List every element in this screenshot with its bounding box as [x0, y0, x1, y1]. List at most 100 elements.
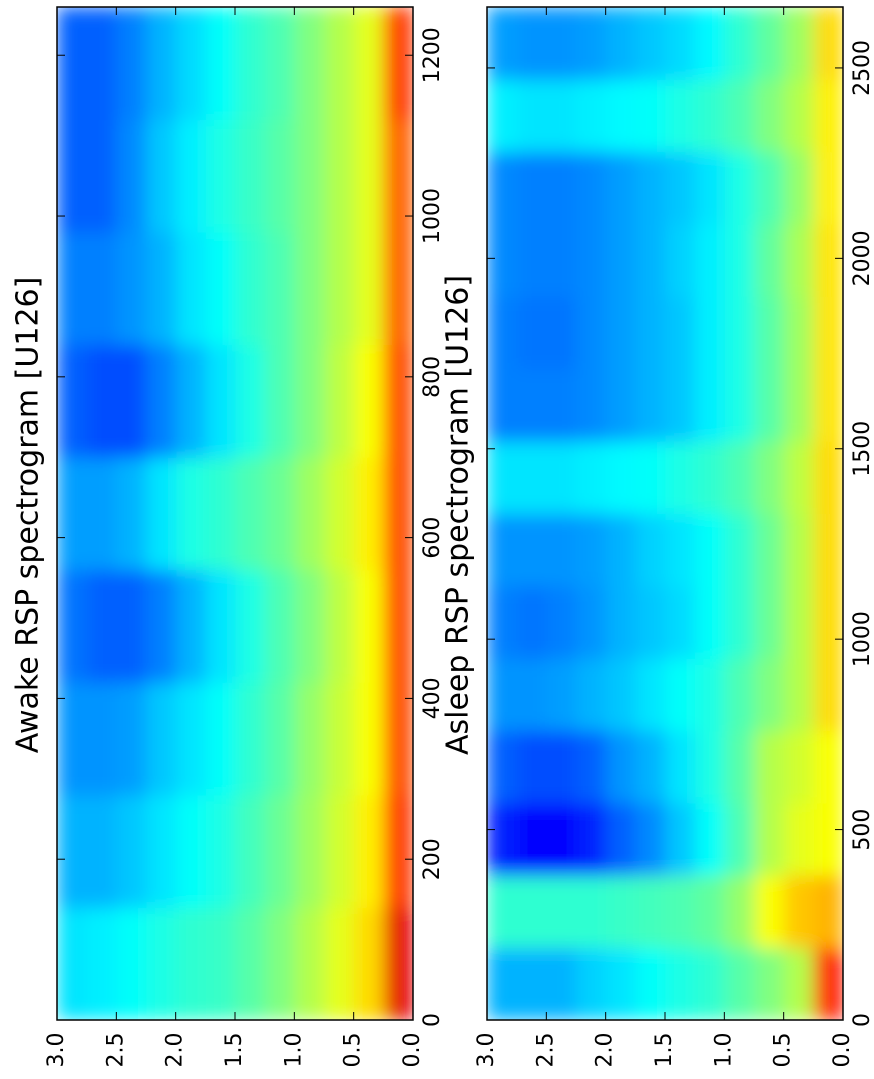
heatmap-cell — [57, 231, 88, 346]
heatmap-cell — [293, 344, 325, 458]
heatmap-cell — [812, 657, 843, 732]
heatmap-cell — [57, 906, 88, 1020]
heatmap-cell — [115, 456, 147, 571]
heatmap-cell — [664, 513, 696, 587]
heatmap-cell — [516, 730, 547, 804]
heatmap-cell — [353, 681, 384, 796]
heatmap-cell — [264, 231, 295, 346]
chart-title: Asleep RSP spectrogram [U126] — [441, 275, 476, 755]
heatmap-cell — [545, 440, 577, 514]
heatmap-cell — [545, 874, 577, 949]
heatmap-cell — [145, 231, 177, 346]
heatmap-cell — [812, 440, 843, 514]
plot-area — [487, 7, 843, 1020]
heatmap-cell — [694, 223, 725, 297]
heatmap-cell — [664, 7, 696, 80]
heatmap-cell — [86, 906, 117, 1020]
heatmap-cell — [115, 119, 147, 233]
heatmap-cell — [723, 585, 755, 659]
heatmap-cell — [812, 7, 843, 80]
heatmap-cell — [264, 569, 295, 683]
y-tick-label: 2.5 — [533, 1033, 558, 1068]
heatmap-cell — [605, 7, 636, 80]
heatmap-cell — [293, 794, 325, 908]
heatmap-cell — [664, 657, 696, 732]
heatmap-cell — [57, 794, 88, 908]
x-tick-label: 500 — [850, 809, 874, 851]
heatmap-cell — [783, 657, 814, 732]
heatmap-cell — [753, 440, 785, 514]
heatmap-cell — [723, 223, 755, 297]
y-tick-label: 3.0 — [44, 1033, 69, 1068]
heatmap-cell — [293, 7, 325, 121]
heatmap-cell — [605, 151, 636, 225]
heatmap-cell — [812, 368, 843, 442]
x-tick-label: 1500 — [850, 421, 874, 477]
heatmap-cell — [487, 151, 518, 225]
heatmap-cell — [783, 440, 814, 514]
heatmap-cell — [545, 295, 577, 370]
heatmap-cell — [353, 119, 384, 233]
heatmap-cell — [516, 585, 547, 659]
heatmap-cell — [86, 569, 117, 683]
y-tick-label: 0.5 — [771, 1033, 796, 1068]
heatmap-cell — [634, 730, 666, 804]
heatmap-cell — [783, 947, 814, 1020]
heatmap-cell — [86, 794, 117, 908]
heatmap-cell — [812, 802, 843, 876]
heatmap-cell — [487, 223, 518, 297]
heatmap-cell — [382, 906, 413, 1020]
plot-area — [57, 7, 413, 1020]
heatmap-cell — [575, 585, 607, 659]
heatmap-cell — [516, 78, 547, 153]
heatmap-cell — [753, 657, 785, 732]
heatmap-cell — [545, 513, 577, 587]
heatmap-cell — [723, 874, 755, 949]
heatmap-cell — [145, 681, 177, 796]
heatmap-cell — [487, 730, 518, 804]
heatmap-cell — [753, 874, 785, 949]
heatmap-cell — [605, 585, 636, 659]
heatmap-cell — [382, 231, 413, 346]
heatmap-cell — [204, 344, 236, 458]
heatmap-cell — [86, 119, 117, 233]
heatmap-cell — [115, 906, 147, 1020]
heatmap-cell — [516, 947, 547, 1020]
heatmap-cell — [545, 7, 577, 80]
heatmap-cell — [575, 440, 607, 514]
heatmap-cell — [694, 78, 725, 153]
heatmap-cell — [264, 456, 295, 571]
heatmap-cell — [145, 119, 177, 233]
heatmap-cell — [175, 794, 206, 908]
x-tick-label: 200 — [420, 838, 445, 880]
heatmap-cell — [175, 7, 206, 121]
y-tick-label: 2.0 — [163, 1033, 188, 1068]
heatmap-cell — [664, 151, 696, 225]
heatmap-cell — [783, 874, 814, 949]
heatmap-cell — [634, 585, 666, 659]
heatmap-cell — [487, 585, 518, 659]
heatmap-cell — [664, 802, 696, 876]
heatmap-cell — [487, 440, 518, 514]
heatmap-cell — [234, 569, 266, 683]
heatmap-cell — [545, 585, 577, 659]
x-tick-label: 400 — [420, 677, 445, 719]
heatmap-cell — [634, 295, 666, 370]
heatmap-cell — [753, 585, 785, 659]
heatmap-cell — [353, 906, 384, 1020]
heatmap-cell — [57, 569, 88, 683]
heatmap-cell — [382, 7, 413, 121]
heatmap-cell — [353, 231, 384, 346]
heatmap-cell — [575, 657, 607, 732]
heatmap-cell — [753, 78, 785, 153]
heatmap-cell — [115, 7, 147, 121]
heatmap-cell — [723, 657, 755, 732]
heatmap-cell — [812, 151, 843, 225]
heatmap-cell — [605, 513, 636, 587]
heatmap-cell — [516, 7, 547, 80]
heatmap-cell — [353, 456, 384, 571]
heatmap-cell — [694, 7, 725, 80]
x-tick-label: 1000 — [850, 611, 874, 667]
heatmap-cell — [353, 569, 384, 683]
